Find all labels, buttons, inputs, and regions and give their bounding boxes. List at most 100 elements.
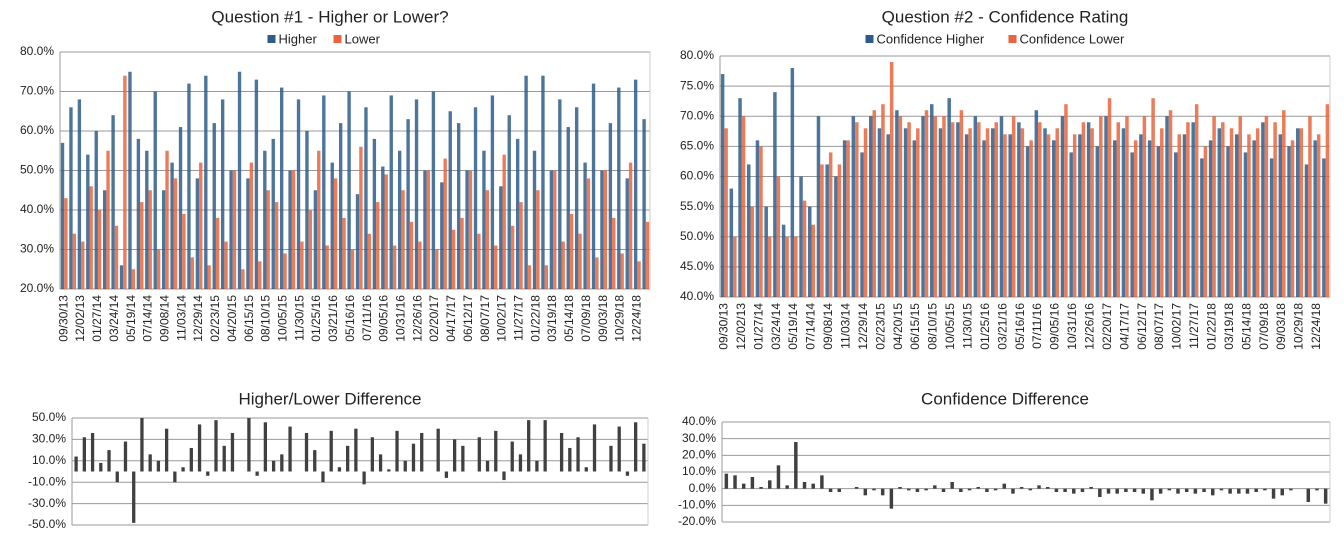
bar [72,233,77,289]
chart-title: Confidence Difference [921,389,1089,408]
bar [1142,116,1147,297]
bar [1280,488,1284,496]
bar [406,119,410,290]
bar [617,426,621,472]
bar [924,110,929,297]
bar [258,261,262,289]
bar [173,178,178,289]
bar [1043,128,1047,297]
y-tick-label: 60.0% [680,169,714,183]
bar [764,206,768,297]
bar [477,437,481,472]
bar [313,450,317,472]
y-tick-label: 50.0% [20,163,54,177]
chart: Confidence Difference -20.0% -10.0% 0.0% 10.… [678,389,1331,528]
x-tick-label: 10/31/16 [394,295,408,342]
bar [237,71,242,289]
bar [1052,140,1056,297]
bar [1081,122,1086,298]
x-tick-label: 12/26/16 [410,295,424,342]
bar [392,245,397,289]
bar [620,253,624,289]
bar [370,437,374,472]
bar [263,150,267,289]
bar [1150,488,1154,501]
bar [1003,134,1007,297]
bar [409,221,414,289]
bar [828,152,833,297]
bar [89,186,93,289]
bar [355,194,360,289]
bar [603,170,608,289]
x-tick-label: 12/02/13 [73,295,87,342]
bar [543,420,547,472]
bar [468,170,473,289]
bar [863,488,868,496]
bar [241,269,245,289]
bar [215,217,220,289]
bar [296,99,301,290]
bar [820,164,824,297]
bar [642,119,646,290]
bar [431,91,436,289]
x-tick-label: 12/29/14 [856,303,870,350]
bar [1132,488,1137,492]
bar [617,87,621,289]
bar [1247,134,1251,297]
bar [102,190,107,289]
bar [1125,116,1129,297]
y-tick-label: 30.0% [20,242,54,256]
bar [288,426,292,472]
bar [519,202,523,289]
bar [350,249,355,289]
bar [461,445,465,472]
bar [608,123,613,289]
bar [802,200,807,297]
bar [912,140,917,297]
bar [426,170,431,289]
bar [916,128,920,297]
x-tick-label: 12/29/14 [191,295,205,342]
bar [440,182,444,289]
bar [741,483,746,489]
bar [354,428,358,472]
bar [305,131,309,289]
bar [750,477,755,489]
bar [1322,158,1326,297]
bar [206,471,210,476]
y-tick-label: 30.0% [682,431,716,445]
bar [816,116,821,297]
bar [403,460,407,472]
bar [342,217,346,289]
y-tick-label: 30.0% [32,432,66,446]
bar [828,488,833,492]
bar [321,471,325,483]
x-tick-label: 10/29/18 [613,295,627,342]
bar [755,140,760,297]
bar [1160,128,1164,297]
x-tick-label: 01/25/16 [309,295,323,342]
x-tick-label: 11/03/14 [839,303,853,349]
y-tick-label: -10.0% [678,498,716,512]
bar [207,265,211,289]
x-tick-label: 02/20/17 [1100,303,1114,350]
bar [81,241,85,289]
x-tick-label: 03/24/14 [107,295,121,342]
bar [346,445,350,472]
bar [254,79,259,290]
bar [956,122,960,298]
bar [1174,152,1178,297]
bar [182,213,186,289]
bar [300,241,304,289]
bar [181,467,185,472]
bar [1017,122,1021,298]
x-tick-label: 03/21/16 [995,303,1009,350]
bar [1278,134,1283,297]
bar [967,488,972,491]
bar [131,269,136,289]
bar [889,488,894,509]
bar [942,116,946,297]
bar [820,475,824,489]
x-tick-label: 09/05/16 [1048,303,1062,350]
